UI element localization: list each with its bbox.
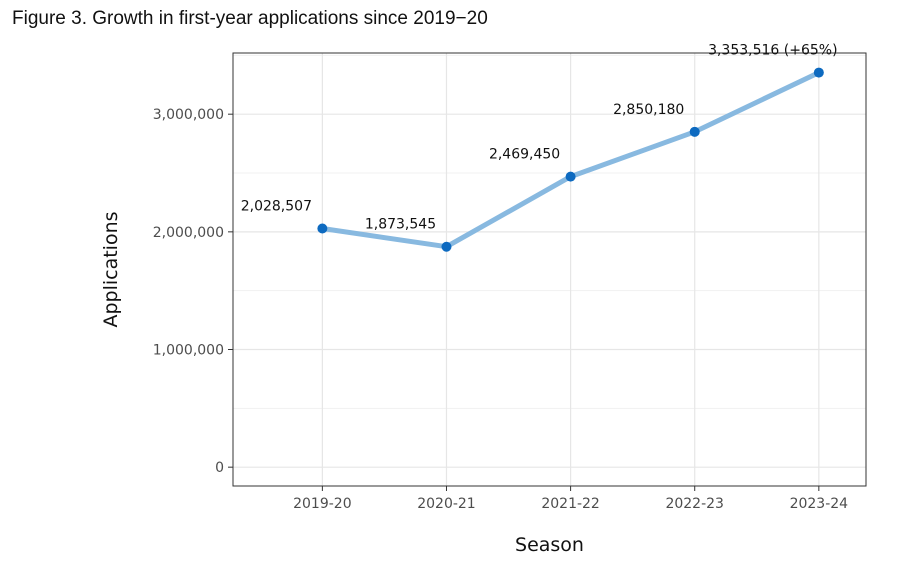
x-tick-label: 2022-23	[665, 496, 724, 512]
data-label: 1,873,545	[365, 217, 436, 233]
x-tick-label: 2021-22	[541, 496, 600, 512]
data-point	[813, 67, 824, 78]
data-point	[317, 223, 328, 234]
data-point	[689, 126, 700, 137]
x-tick-label: 2020-21	[417, 496, 476, 512]
grid-lines	[233, 53, 866, 486]
x-axis-title: Season	[515, 534, 584, 556]
y-axis-title: Applications	[100, 211, 122, 327]
data-point	[441, 241, 452, 252]
data-point	[565, 171, 576, 182]
data-label: 2,469,450	[489, 147, 560, 163]
y-tick-label: 0	[215, 460, 224, 476]
data-label: 3,353,516 (+65%)	[708, 43, 837, 59]
series-layer	[317, 67, 824, 252]
data-label: 2,850,180	[613, 102, 684, 118]
y-tick-label: 3,000,000	[153, 107, 224, 123]
y-tick-label: 1,000,000	[153, 343, 224, 359]
y-tick-label: 2,000,000	[153, 225, 224, 241]
plot-panel-border	[232, 52, 867, 487]
figure-title: Figure 3. Growth in first-year applicati…	[12, 8, 488, 29]
x-tick-label: 2023-24	[790, 496, 849, 512]
x-tick-label: 2019-20	[293, 496, 352, 512]
axes: 0 1,000,000 2,000,000 3,000,000 2019-20 2020-…	[153, 107, 848, 512]
data-labels: 2,028,507 1,873,545 2,469,450 2,850,180 3,35…	[241, 43, 838, 233]
data-label: 2,028,507	[241, 198, 312, 214]
